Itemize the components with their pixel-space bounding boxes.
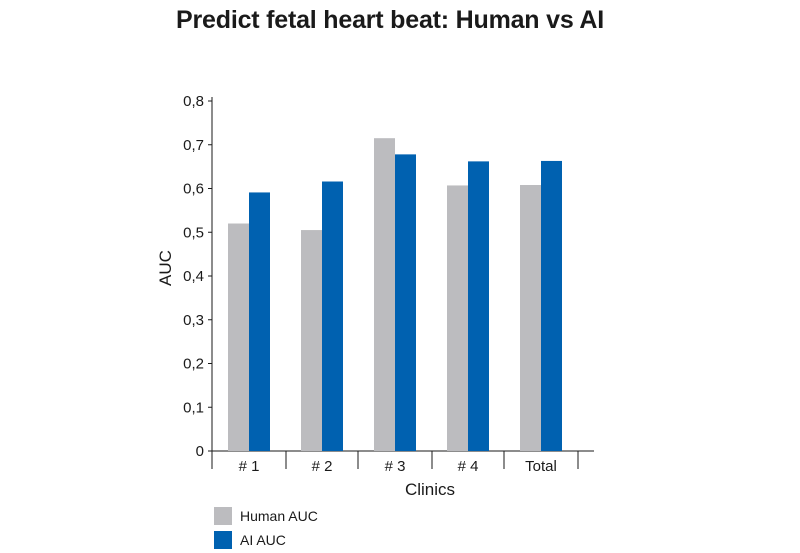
x-axis-label: Clinics (405, 480, 455, 499)
bar-human-1 (228, 223, 249, 451)
x-axis: # 1 # 2 # 3 # 4 Total (211, 450, 594, 475)
x-tick-label: # 4 (458, 458, 479, 475)
legend-item-ai: AI AUC (214, 529, 318, 551)
y-axis: 0 0,1 0,2 0,3 0,4 0,5 0,6 0,7 0,8 (183, 93, 213, 460)
bar-human-4 (447, 185, 468, 451)
legend-item-human: Human AUC (214, 505, 318, 527)
x-tick-label: # 3 (385, 458, 406, 475)
chart-title: Predict fetal heart beat: Human vs AI (176, 6, 604, 34)
y-tick-label: 0,1 (183, 399, 204, 416)
y-tick-label: 0,2 (183, 356, 204, 373)
legend-label-human: Human AUC (240, 508, 318, 524)
y-tick-label: 0,7 (183, 137, 204, 154)
legend-swatch-ai (214, 531, 232, 549)
x-tick-label: # 1 (239, 458, 260, 475)
bars (228, 138, 562, 451)
bar-human-5 (520, 185, 541, 451)
x-tick-label: Total (525, 458, 557, 475)
bar-ai-2 (322, 181, 343, 451)
bar-ai-5 (541, 160, 562, 451)
y-tick-label: 0,4 (183, 268, 204, 285)
y-tick-label: 0,6 (183, 181, 204, 198)
bar-human-2 (301, 230, 322, 451)
y-tick-label: 0,5 (183, 224, 204, 241)
y-tick-label: 0 (196, 443, 204, 460)
bar-ai-1 (249, 192, 270, 451)
y-axis-label: AUC (156, 250, 175, 286)
y-tick-label: 0,3 (183, 312, 204, 329)
bar-ai-3 (395, 154, 416, 451)
x-tick-label: # 2 (312, 458, 333, 475)
legend-swatch-human (214, 507, 232, 525)
legend: Human AUC AI AUC (214, 505, 318, 553)
bar-chart: 0 0,1 0,2 0,3 0,4 0,5 0,6 0,7 0,8 # 1 # 2 # 3 # 4 To… (156, 93, 594, 499)
y-tick-label: 0,8 (183, 93, 204, 110)
legend-label-ai: AI AUC (240, 532, 286, 548)
bar-human-3 (374, 138, 395, 451)
bar-ai-4 (468, 161, 489, 451)
